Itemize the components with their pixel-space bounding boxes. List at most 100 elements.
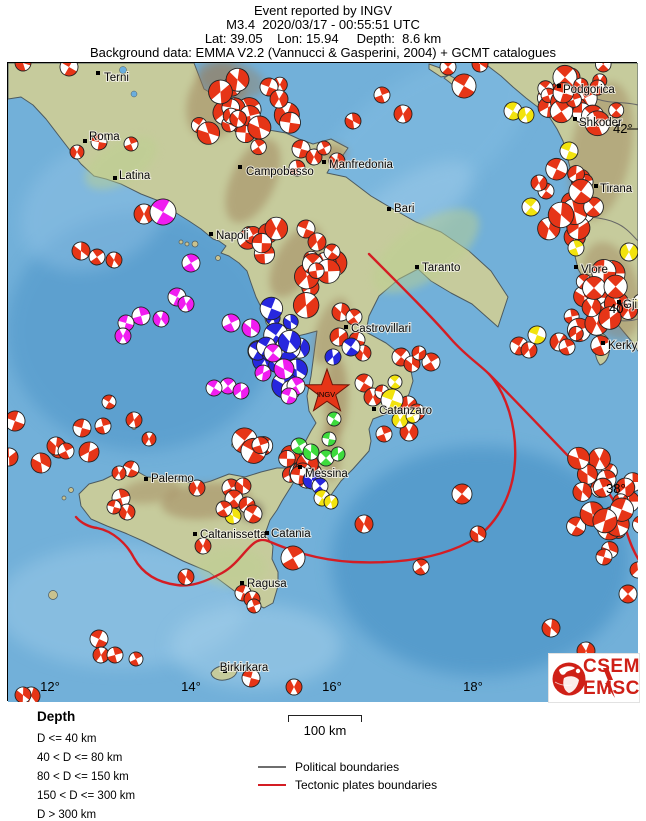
focal-mechanism-ball (229, 109, 247, 128)
depth-legend-item-0: D <= 40 km (37, 733, 97, 745)
city-marker-tirana (594, 184, 598, 188)
city-label-messina: Messina (305, 468, 348, 480)
emsc-globe-icon (552, 662, 586, 696)
focal-mechanism-ball (128, 651, 144, 667)
focal-mechanism-ball (572, 482, 593, 502)
city-marker-kerkyra (601, 341, 605, 345)
focal-mechanism-ball (307, 232, 327, 252)
focal-mechanism-ball (567, 165, 585, 183)
city-label-catania: Catania (271, 528, 311, 540)
focal-mechanism-ball (594, 63, 612, 73)
focal-mechanism-ball (114, 327, 132, 345)
focal-mechanism-ball (354, 514, 374, 534)
focal-mechanism-ball (517, 106, 535, 124)
header-lat-lon-depth: Lat: 39.05 Lon: 15.94 Depth: 8.6 km (204, 31, 442, 46)
focal-mechanism-ball (177, 295, 195, 313)
city-label-catanzaro: Catanzaro (379, 405, 432, 417)
focal-mechanism-ball (254, 364, 272, 382)
focal-mechanism-ball (619, 242, 638, 262)
logo-csem-text: CSEM (583, 656, 640, 677)
focal-mechanism-ball (215, 500, 233, 518)
focal-mechanism-ball (280, 387, 298, 405)
city-marker-messina (298, 465, 302, 469)
city-label-podgorica: Podgorica (563, 84, 615, 96)
focal-mechanism-ball (241, 668, 261, 688)
small-island (48, 590, 58, 600)
small-island (61, 495, 67, 501)
focal-mechanism-ball (251, 232, 273, 254)
focal-mechanism-ball (106, 646, 124, 664)
focal-mechanism-ball (632, 293, 638, 311)
focal-mechanism-ball (225, 67, 250, 92)
focal-mechanism-ball (451, 73, 477, 99)
city-marker-bari (387, 207, 391, 211)
city-label-napoli: Napoli (216, 230, 249, 242)
focal-mechanism-ball (345, 308, 363, 326)
focal-mechanism-ball (567, 239, 585, 257)
focal-mechanism-ball (341, 337, 361, 357)
lon-label: 18° (463, 679, 483, 694)
depth-legend-item-2: 80 < D <= 150 km (37, 771, 129, 783)
focal-mechanism-ball (152, 310, 170, 328)
city-label-roma: Roma (89, 131, 120, 143)
focal-mechanism-ball (330, 446, 346, 462)
focal-mechanism-ball (547, 201, 575, 229)
focal-mechanism-ball (219, 377, 237, 395)
focal-mechanism-ball (629, 561, 638, 579)
focal-mechanism-ball (72, 418, 92, 438)
lake (119, 66, 127, 74)
political-boundaries-label: Political boundaries (295, 760, 400, 774)
focal-mechanism-ball (141, 431, 157, 447)
small-island (178, 239, 184, 245)
focal-mechanism-ball (411, 345, 427, 361)
sea-shade (171, 604, 341, 688)
focal-mechanism-ball (568, 178, 594, 205)
focal-mechanism-ball (618, 584, 638, 604)
focal-mechanism-ball (592, 508, 618, 534)
focal-mechanism-ball (567, 446, 590, 470)
city-label-castrovillari: Castrovillari (351, 323, 411, 335)
focal-mechanism-ball (317, 449, 335, 467)
focal-mechanism-ball (373, 86, 391, 104)
event-star-label: INGV (317, 390, 335, 399)
focal-mechanism-ball (8, 447, 19, 467)
depth-legend-title: Depth (37, 709, 76, 724)
focal-mechanism-ball (558, 338, 576, 356)
focal-mechanism-ball (101, 394, 117, 410)
small-island (68, 487, 74, 493)
focal-mechanism-ball (520, 341, 538, 359)
header-event-source: Event reported by INGV (253, 3, 392, 18)
city-label-manfredonia: Manfredonia (329, 159, 394, 171)
focal-mechanism-ball (57, 442, 75, 460)
focal-mechanism-ball (259, 296, 284, 321)
political-boundary-line-sample (258, 766, 286, 768)
focal-mechanism-ball (279, 111, 301, 134)
city-label-bari: Bari (394, 203, 414, 215)
focal-mechanism-ball (90, 133, 108, 151)
focal-mechanism-ball (269, 89, 289, 109)
city-label-campobasso: Campobasso (246, 166, 314, 178)
focal-mechanism-ball (232, 382, 250, 400)
city-marker-podgorica (557, 84, 561, 88)
city-marker-roma (83, 139, 87, 143)
focal-mechanism-ball (503, 101, 523, 121)
city-label-taranto: Taranto (422, 262, 460, 274)
sea-shade (312, 63, 530, 229)
focal-mechanism-ball (89, 629, 109, 649)
focal-mechanism-ball (92, 646, 110, 664)
focal-mechanism-ball (471, 63, 489, 73)
focal-mechanism-ball (595, 548, 613, 566)
city-marker-caltanissetta (193, 532, 197, 536)
focal-mechanism-ball (582, 276, 606, 300)
focal-mechanism-ball (277, 329, 302, 354)
focal-mechanism-ball (527, 325, 547, 345)
focal-mechanism-ball (559, 141, 579, 161)
political-boundaries-row: Political boundaries (258, 758, 437, 776)
focal-mechanism-ball (344, 112, 362, 130)
focal-mechanism-ball (387, 374, 403, 390)
map-canvas: INGV Terni Roma Latina Campobasso Napoli Manfr… (7, 62, 638, 702)
tectonic-boundary-line-sample (258, 784, 286, 786)
lat-label: 40° (609, 301, 629, 316)
city-marker-catanzaro (372, 407, 376, 411)
event-epicenter-star (303, 367, 351, 412)
